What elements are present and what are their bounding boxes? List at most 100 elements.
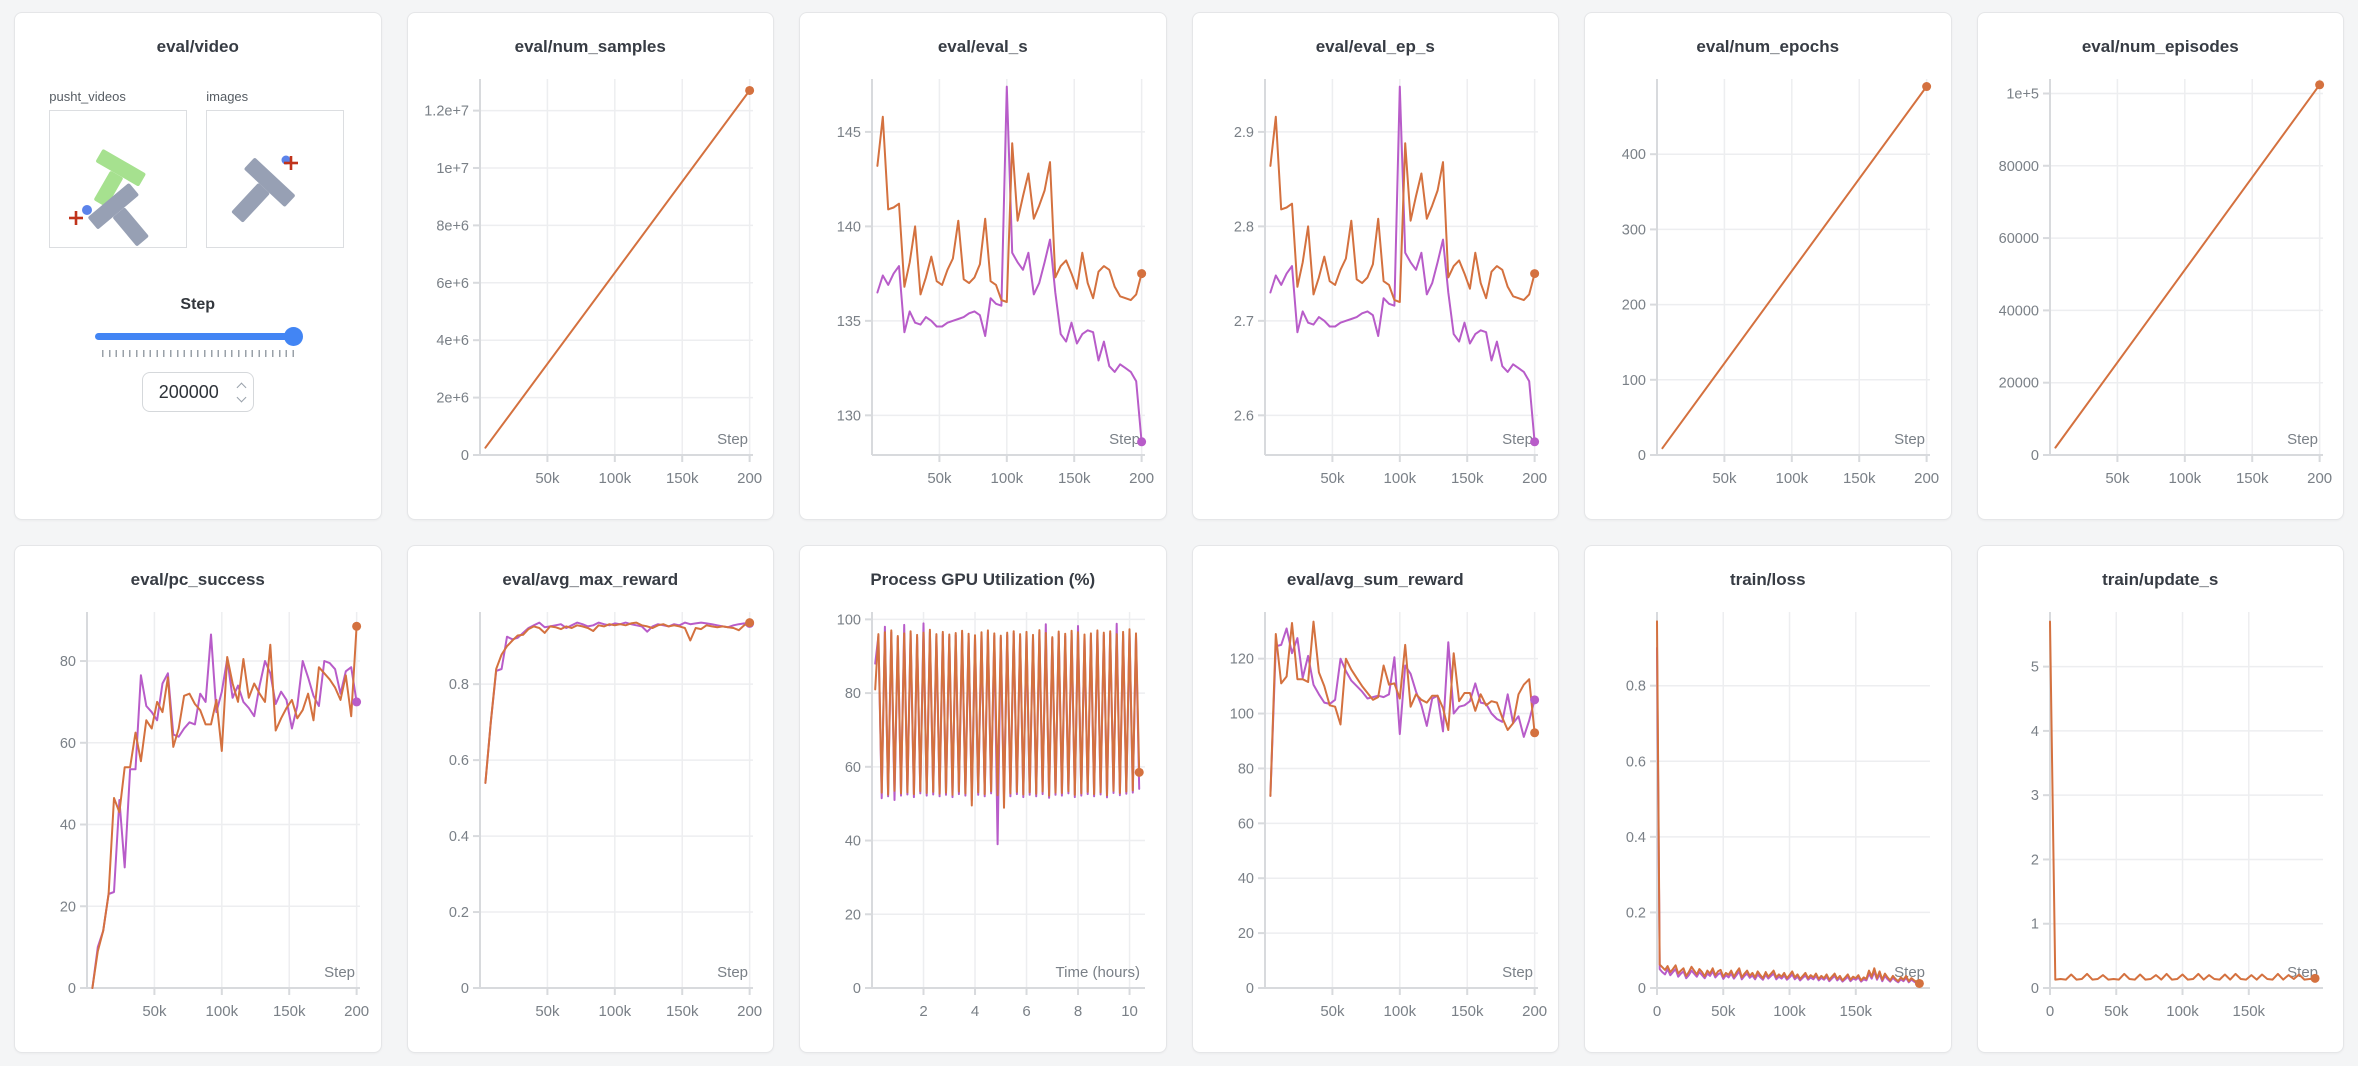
media-panel-eval-video: eval/video pusht_videos: [14, 12, 382, 520]
svg-text:6e+6: 6e+6: [436, 276, 469, 292]
images-thumbnail[interactable]: [206, 110, 345, 248]
svg-text:150k: 150k: [273, 1003, 306, 1020]
svg-text:80: 80: [845, 686, 861, 702]
svg-text:8e+6: 8e+6: [436, 218, 469, 234]
svg-text:60: 60: [845, 760, 861, 776]
step-value-input[interactable]: [141, 372, 254, 412]
svg-text:8: 8: [1074, 1003, 1082, 1020]
chart-plot[interactable]: 50k 100k 150k 200 0 2e+6 4e+6 6e+6 8e+6 1e+7 1.2e+…: [420, 63, 764, 501]
svg-text:40: 40: [60, 818, 76, 834]
svg-text:Step: Step: [1109, 431, 1140, 448]
svg-text:50k: 50k: [1320, 470, 1345, 487]
goal-cross-icon: [284, 156, 299, 170]
svg-text:0: 0: [1638, 448, 1646, 464]
svg-text:150k: 150k: [1840, 1003, 1873, 1020]
svg-text:0.6: 0.6: [1626, 754, 1646, 770]
svg-text:150k: 150k: [1450, 470, 1483, 487]
svg-text:0: 0: [2045, 1003, 2053, 1020]
svg-text:200: 200: [1129, 470, 1154, 487]
svg-text:Step: Step: [324, 964, 355, 981]
svg-text:0: 0: [1245, 981, 1253, 997]
svg-text:4: 4: [971, 1003, 979, 1020]
chart-panel-eval-num-samples: eval/num_samples 50k 100k 150k 200 0 2e+6 4e+6…: [406, 12, 774, 520]
svg-text:60000: 60000: [1998, 231, 2038, 247]
svg-text:40: 40: [1237, 871, 1253, 887]
svg-text:40000: 40000: [1998, 303, 2038, 319]
svg-text:1e+5: 1e+5: [2006, 86, 2039, 102]
svg-text:100k: 100k: [1383, 470, 1416, 487]
svg-text:400: 400: [1622, 147, 1646, 163]
svg-text:200: 200: [1914, 470, 1939, 487]
chart-title: eval/avg_max_reward: [502, 570, 679, 589]
svg-text:50k: 50k: [535, 470, 560, 487]
svg-text:0.8: 0.8: [448, 677, 468, 693]
svg-text:80: 80: [60, 654, 76, 670]
svg-text:300: 300: [1622, 222, 1646, 238]
step-slider-label: Step: [180, 296, 216, 313]
svg-text:50k: 50k: [2105, 470, 2130, 487]
chart-plot[interactable]: 50k 100k 150k 200 2.6 2.7 2.8 2.9 Step: [1205, 63, 1549, 501]
chart-panel-eval-avg-sum-reward: eval/avg_sum_reward 50k 100k 150k 200 0 20 40 6…: [1191, 545, 1559, 1053]
svg-text:80: 80: [1237, 761, 1253, 777]
stepper-buttons[interactable]: [236, 372, 247, 412]
svg-text:0: 0: [1638, 981, 1646, 997]
stepper-down-icon[interactable]: [236, 392, 247, 402]
svg-text:150k: 150k: [1450, 1003, 1483, 1020]
svg-text:150k: 150k: [665, 1003, 698, 1020]
svg-text:6: 6: [1022, 1003, 1030, 1020]
pusht-video-image: [69, 149, 149, 246]
panel-title: eval/video: [156, 37, 239, 56]
svg-text:60: 60: [1237, 816, 1253, 832]
chart-plot[interactable]: 50k 100k 150k 200 130 135 140 145 Step: [812, 63, 1156, 501]
chart-plot[interactable]: 50k 100k 150k 200 0 0.2 0.4 0.6 0.8 Step: [420, 596, 764, 1034]
goal-cross-icon: [69, 211, 84, 225]
svg-text:200: 200: [737, 1003, 762, 1020]
svg-text:50k: 50k: [1711, 1003, 1736, 1020]
svg-text:60: 60: [60, 736, 76, 752]
pusht-video-thumbnail[interactable]: [49, 110, 188, 248]
svg-text:50k: 50k: [2104, 1003, 2129, 1020]
chart-panel-eval-eval-ep-s: eval/eval_ep_s 50k 100k 150k 200 2.6 2.7 2.8 2.…: [1191, 12, 1559, 520]
chart-plot[interactable]: 50k 100k 150k 200 0 20000 40000 60000 80000 1e+5 S…: [1990, 63, 2334, 501]
svg-text:2.6: 2.6: [1233, 408, 1253, 424]
svg-text:200: 200: [1522, 470, 1547, 487]
svg-text:20: 20: [845, 907, 861, 923]
chart-plot[interactable]: 50k 100k 150k 200 0 20 40 60 80 Step: [27, 596, 371, 1034]
svg-text:50k: 50k: [1320, 1003, 1345, 1020]
svg-text:2.7: 2.7: [1233, 314, 1253, 330]
svg-text:80000: 80000: [1998, 159, 2038, 175]
svg-text:4e+6: 4e+6: [436, 333, 469, 349]
chart-panel-gpu-utilization: Process GPU Utilization (%) 2 4 6 8 10 0 20 40 6…: [799, 545, 1167, 1053]
chart-panel-eval-num-epochs: eval/num_epochs 50k 100k 150k 200 0 100 200 300…: [1584, 12, 1952, 520]
svg-text:40: 40: [845, 834, 861, 850]
svg-text:2e+6: 2e+6: [436, 391, 469, 407]
svg-text:1e+7: 1e+7: [436, 161, 469, 177]
chart-plot[interactable]: 50k 100k 150k 200 0 100 200 300 400 Step: [1597, 63, 1941, 501]
svg-text:145: 145: [837, 125, 861, 141]
svg-text:Step: Step: [1502, 964, 1533, 981]
svg-text:1: 1: [2030, 917, 2038, 933]
svg-text:0.2: 0.2: [1626, 905, 1646, 921]
svg-text:Time (hours): Time (hours): [1056, 964, 1140, 981]
chart-title: Process GPU Utilization (%): [870, 570, 1096, 589]
media-thumbnails: pusht_videos: [49, 89, 346, 248]
chart-title: eval/pc_success: [130, 570, 265, 589]
svg-text:20000: 20000: [1998, 376, 2038, 392]
slider-track[interactable]: [94, 333, 301, 340]
slider-thumb[interactable]: [283, 327, 303, 346]
step-slider[interactable]: [94, 327, 303, 346]
svg-text:100: 100: [837, 612, 861, 628]
svg-text:2: 2: [2030, 852, 2038, 868]
chart-title: eval/num_episodes: [2081, 37, 2239, 56]
chart-plot[interactable]: 0 50k 100k 150k 0 1 2 3 4 5 Step: [1990, 596, 2334, 1034]
chart-panel-eval-pc-success: eval/pc_success 50k 100k 150k 200 0 20 40 60 80 S…: [14, 545, 382, 1053]
svg-text:Step: Step: [717, 964, 748, 981]
svg-text:4: 4: [2030, 724, 2038, 740]
svg-text:200: 200: [2307, 470, 2332, 487]
chart-plot[interactable]: 0 50k 100k 150k 0 0.2 0.4 0.6 0.8 Step: [1597, 596, 1941, 1034]
stepper-up-icon[interactable]: [236, 382, 247, 392]
images-image: [232, 155, 299, 223]
svg-text:Step: Step: [2287, 964, 2318, 981]
chart-plot[interactable]: 50k 100k 150k 200 0 20 40 60 80 100 120 Step: [1205, 596, 1549, 1034]
